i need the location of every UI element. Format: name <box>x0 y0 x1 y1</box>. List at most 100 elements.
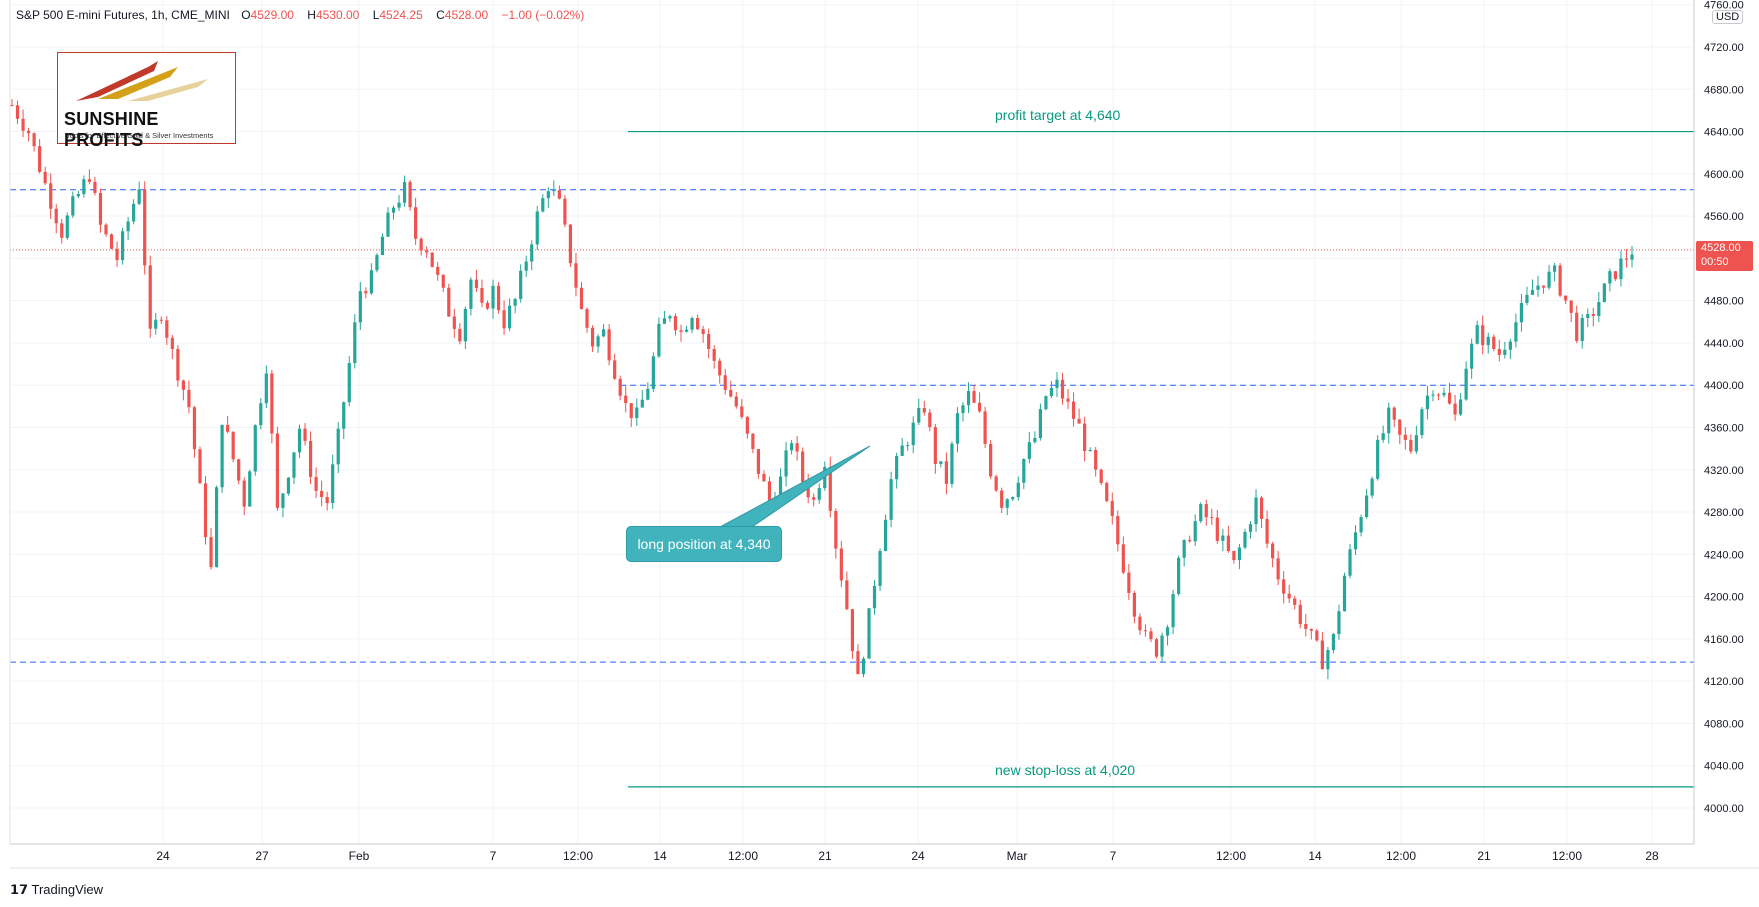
candle-body <box>1503 349 1507 355</box>
candle-body <box>602 329 606 337</box>
low-value: 4524.25 <box>379 8 423 22</box>
y-tick-label: 4080.00 <box>1704 718 1744 730</box>
candle-body <box>1353 532 1358 550</box>
open-label: O <box>241 8 251 22</box>
y-tick-label: 4160.00 <box>1704 634 1744 646</box>
candle-body <box>684 329 689 332</box>
candle-body <box>563 198 567 225</box>
candle-body <box>65 215 69 238</box>
candle-body <box>303 428 307 441</box>
x-tick-label: Feb <box>349 849 370 863</box>
high-label: H <box>307 8 316 22</box>
candle-body <box>98 192 103 225</box>
y-tick-label: 4560.00 <box>1704 211 1744 223</box>
candle-body <box>1199 504 1203 522</box>
candlestick-series <box>10 99 1634 680</box>
currency-badge[interactable]: USD <box>1712 10 1744 24</box>
candle-body <box>872 585 877 609</box>
candle-body <box>237 459 241 481</box>
candle-body <box>32 133 36 147</box>
candle-body <box>723 375 727 390</box>
x-tick-label: 21 <box>1477 849 1491 863</box>
candle-body <box>342 402 346 429</box>
candle-body <box>1265 518 1269 544</box>
candle-body <box>1331 634 1336 651</box>
y-tick-label: 4600.00 <box>1704 169 1744 181</box>
candle-body <box>1475 325 1479 344</box>
candle-body <box>673 316 678 331</box>
y-tick-label: 4640.00 <box>1704 127 1744 139</box>
candle-body <box>1442 392 1446 396</box>
candle-body <box>1138 616 1142 631</box>
candle-body <box>613 360 617 379</box>
candle-body <box>458 328 462 342</box>
candle-body <box>1055 379 1059 388</box>
candle-body <box>789 443 794 451</box>
candle-body <box>430 252 434 267</box>
candle-body <box>1099 469 1103 483</box>
bar-countdown: 00:50 <box>1701 256 1729 268</box>
candle-body <box>994 476 998 491</box>
candle-body <box>1624 258 1629 260</box>
candle-body <box>701 329 705 335</box>
candle-body <box>922 408 926 413</box>
candle-body <box>557 190 561 199</box>
candle-body <box>574 263 578 288</box>
candle-body <box>331 464 335 504</box>
candle-body <box>1011 497 1015 500</box>
candle-body <box>801 451 805 482</box>
candle-body <box>1160 635 1164 657</box>
candle-body <box>839 548 843 581</box>
candle-body <box>629 403 633 418</box>
candle-body <box>1271 543 1275 559</box>
x-tick-label: 14 <box>1308 849 1322 863</box>
candle-body <box>745 416 749 434</box>
candle-body <box>469 279 473 309</box>
candle-body <box>1569 300 1573 313</box>
candle-body <box>1370 478 1374 496</box>
candle-body <box>170 337 174 350</box>
candle-body <box>1127 572 1131 594</box>
candle-body <box>1464 368 1468 400</box>
candle-body <box>1497 349 1501 355</box>
candle-body <box>1110 501 1114 517</box>
candle-body <box>452 316 456 329</box>
y-tick-label: 4240.00 <box>1704 549 1744 561</box>
candle-body <box>402 181 407 203</box>
candle-body <box>220 424 224 488</box>
candle-body <box>187 389 191 408</box>
candle-body <box>966 391 971 406</box>
tradingview-label: TradingView <box>31 882 104 897</box>
candle-body <box>651 356 655 389</box>
candle-body <box>297 428 302 453</box>
candle-body <box>1420 409 1424 436</box>
candle-body <box>1519 302 1524 323</box>
candle-body <box>1221 535 1225 541</box>
candle-body <box>203 483 208 538</box>
candle-body <box>386 212 390 237</box>
candle-body <box>961 405 965 414</box>
candle-body <box>624 395 628 404</box>
candle-body <box>878 551 882 586</box>
candle-body <box>856 651 860 675</box>
candle-body <box>347 363 351 403</box>
candle-body <box>861 658 866 675</box>
candle-body <box>1547 271 1551 288</box>
candle-body <box>391 207 396 213</box>
candle-body <box>353 322 357 364</box>
candle-body <box>159 319 163 321</box>
candle-body <box>87 179 92 182</box>
candle-body <box>1060 379 1065 399</box>
candle-body <box>154 319 158 329</box>
candle-body <box>867 608 871 659</box>
candle-body <box>1232 550 1236 561</box>
candle-body <box>76 194 80 197</box>
candle-body <box>1165 627 1170 636</box>
candle-body <box>1243 531 1247 548</box>
candle-body <box>60 223 64 238</box>
candle-body <box>1530 289 1535 295</box>
candle-body <box>1094 450 1098 470</box>
candle-body <box>1154 639 1159 657</box>
candle-body <box>1293 598 1297 605</box>
